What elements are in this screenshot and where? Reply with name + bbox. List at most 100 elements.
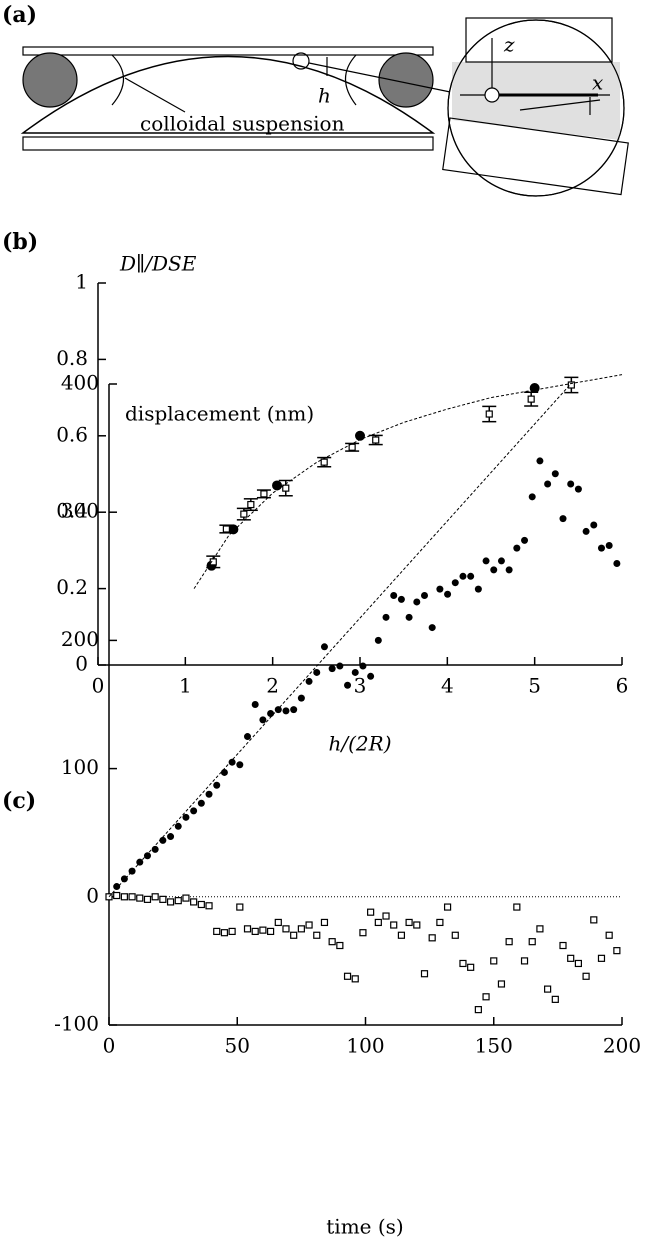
y-tick-label: 100	[61, 755, 99, 779]
point	[428, 624, 436, 632]
x-tick-label: 200	[603, 1034, 641, 1058]
point	[459, 572, 467, 580]
point	[228, 758, 236, 766]
point	[259, 716, 267, 724]
point	[374, 636, 382, 644]
y-tick-label: 0.2	[56, 575, 88, 599]
diagram-label: h	[318, 84, 331, 108]
point	[413, 598, 421, 606]
point	[305, 921, 313, 929]
point	[544, 480, 552, 488]
point	[390, 592, 398, 600]
point	[405, 918, 413, 927]
point	[290, 706, 298, 714]
point	[128, 893, 136, 901]
point	[228, 524, 239, 535]
point	[372, 436, 380, 444]
y-tick-label: 400	[61, 371, 99, 395]
point	[467, 963, 475, 971]
y-tick-label: 200	[61, 627, 99, 651]
y-tick-label: 0.6	[56, 422, 88, 446]
point	[336, 941, 344, 950]
y-tick-label: 0	[86, 883, 99, 907]
point	[551, 470, 559, 478]
panel-label: (b)	[2, 229, 38, 255]
point	[574, 485, 582, 493]
point	[405, 613, 413, 621]
point	[520, 957, 529, 965]
point	[436, 585, 444, 593]
point	[159, 895, 167, 903]
point	[382, 613, 390, 621]
point	[382, 912, 390, 920]
panel-label: (a)	[2, 2, 37, 28]
point	[220, 929, 229, 937]
x-tick-label: 0	[103, 1034, 116, 1058]
point	[282, 925, 290, 933]
point	[197, 900, 205, 909]
point	[336, 662, 344, 670]
point	[355, 430, 365, 441]
point	[505, 938, 513, 946]
point	[528, 493, 536, 501]
point	[244, 733, 252, 741]
point	[359, 929, 367, 937]
point	[190, 898, 198, 906]
point	[485, 410, 493, 418]
point	[582, 972, 590, 980]
point	[151, 893, 159, 901]
y-tick-label: 0	[75, 652, 88, 676]
point	[451, 579, 459, 587]
point	[436, 918, 444, 927]
point	[521, 536, 529, 544]
point	[597, 544, 605, 552]
point	[444, 590, 452, 598]
point	[413, 921, 421, 929]
point	[605, 542, 613, 550]
diagram	[20, 17, 629, 197]
point	[174, 897, 182, 905]
point	[590, 521, 598, 529]
point	[551, 995, 559, 1003]
point	[313, 931, 321, 939]
point	[259, 926, 267, 934]
point	[328, 938, 336, 946]
point	[267, 709, 275, 717]
y-tick-label: 0.4	[56, 499, 88, 523]
point	[559, 515, 567, 523]
point	[251, 701, 259, 708]
x-tick-label: 0	[92, 674, 105, 698]
point	[497, 557, 505, 565]
point	[451, 931, 459, 939]
x-tick-label: 3	[354, 674, 367, 698]
point	[174, 822, 182, 830]
point	[605, 931, 613, 939]
point	[420, 592, 428, 600]
point	[143, 852, 151, 860]
y-tick-label: 300	[61, 499, 99, 523]
point	[167, 833, 175, 841]
point	[320, 643, 328, 651]
point	[282, 484, 290, 492]
point	[190, 807, 198, 815]
point	[397, 931, 406, 939]
point	[274, 706, 282, 714]
point	[159, 836, 167, 844]
point	[266, 927, 275, 936]
point	[544, 985, 552, 993]
point	[443, 903, 452, 911]
point	[251, 927, 259, 936]
point	[567, 381, 575, 389]
point	[459, 959, 467, 968]
point	[236, 761, 244, 769]
point	[220, 768, 228, 776]
x-axis-label: h/(2R)	[328, 732, 391, 756]
point	[513, 544, 521, 552]
x-tick-label: 2	[266, 674, 279, 698]
point	[428, 934, 436, 942]
point	[205, 902, 213, 910]
x-tick-label: 150	[475, 1034, 513, 1058]
point	[120, 893, 128, 901]
point	[374, 918, 382, 927]
point	[482, 993, 490, 1001]
